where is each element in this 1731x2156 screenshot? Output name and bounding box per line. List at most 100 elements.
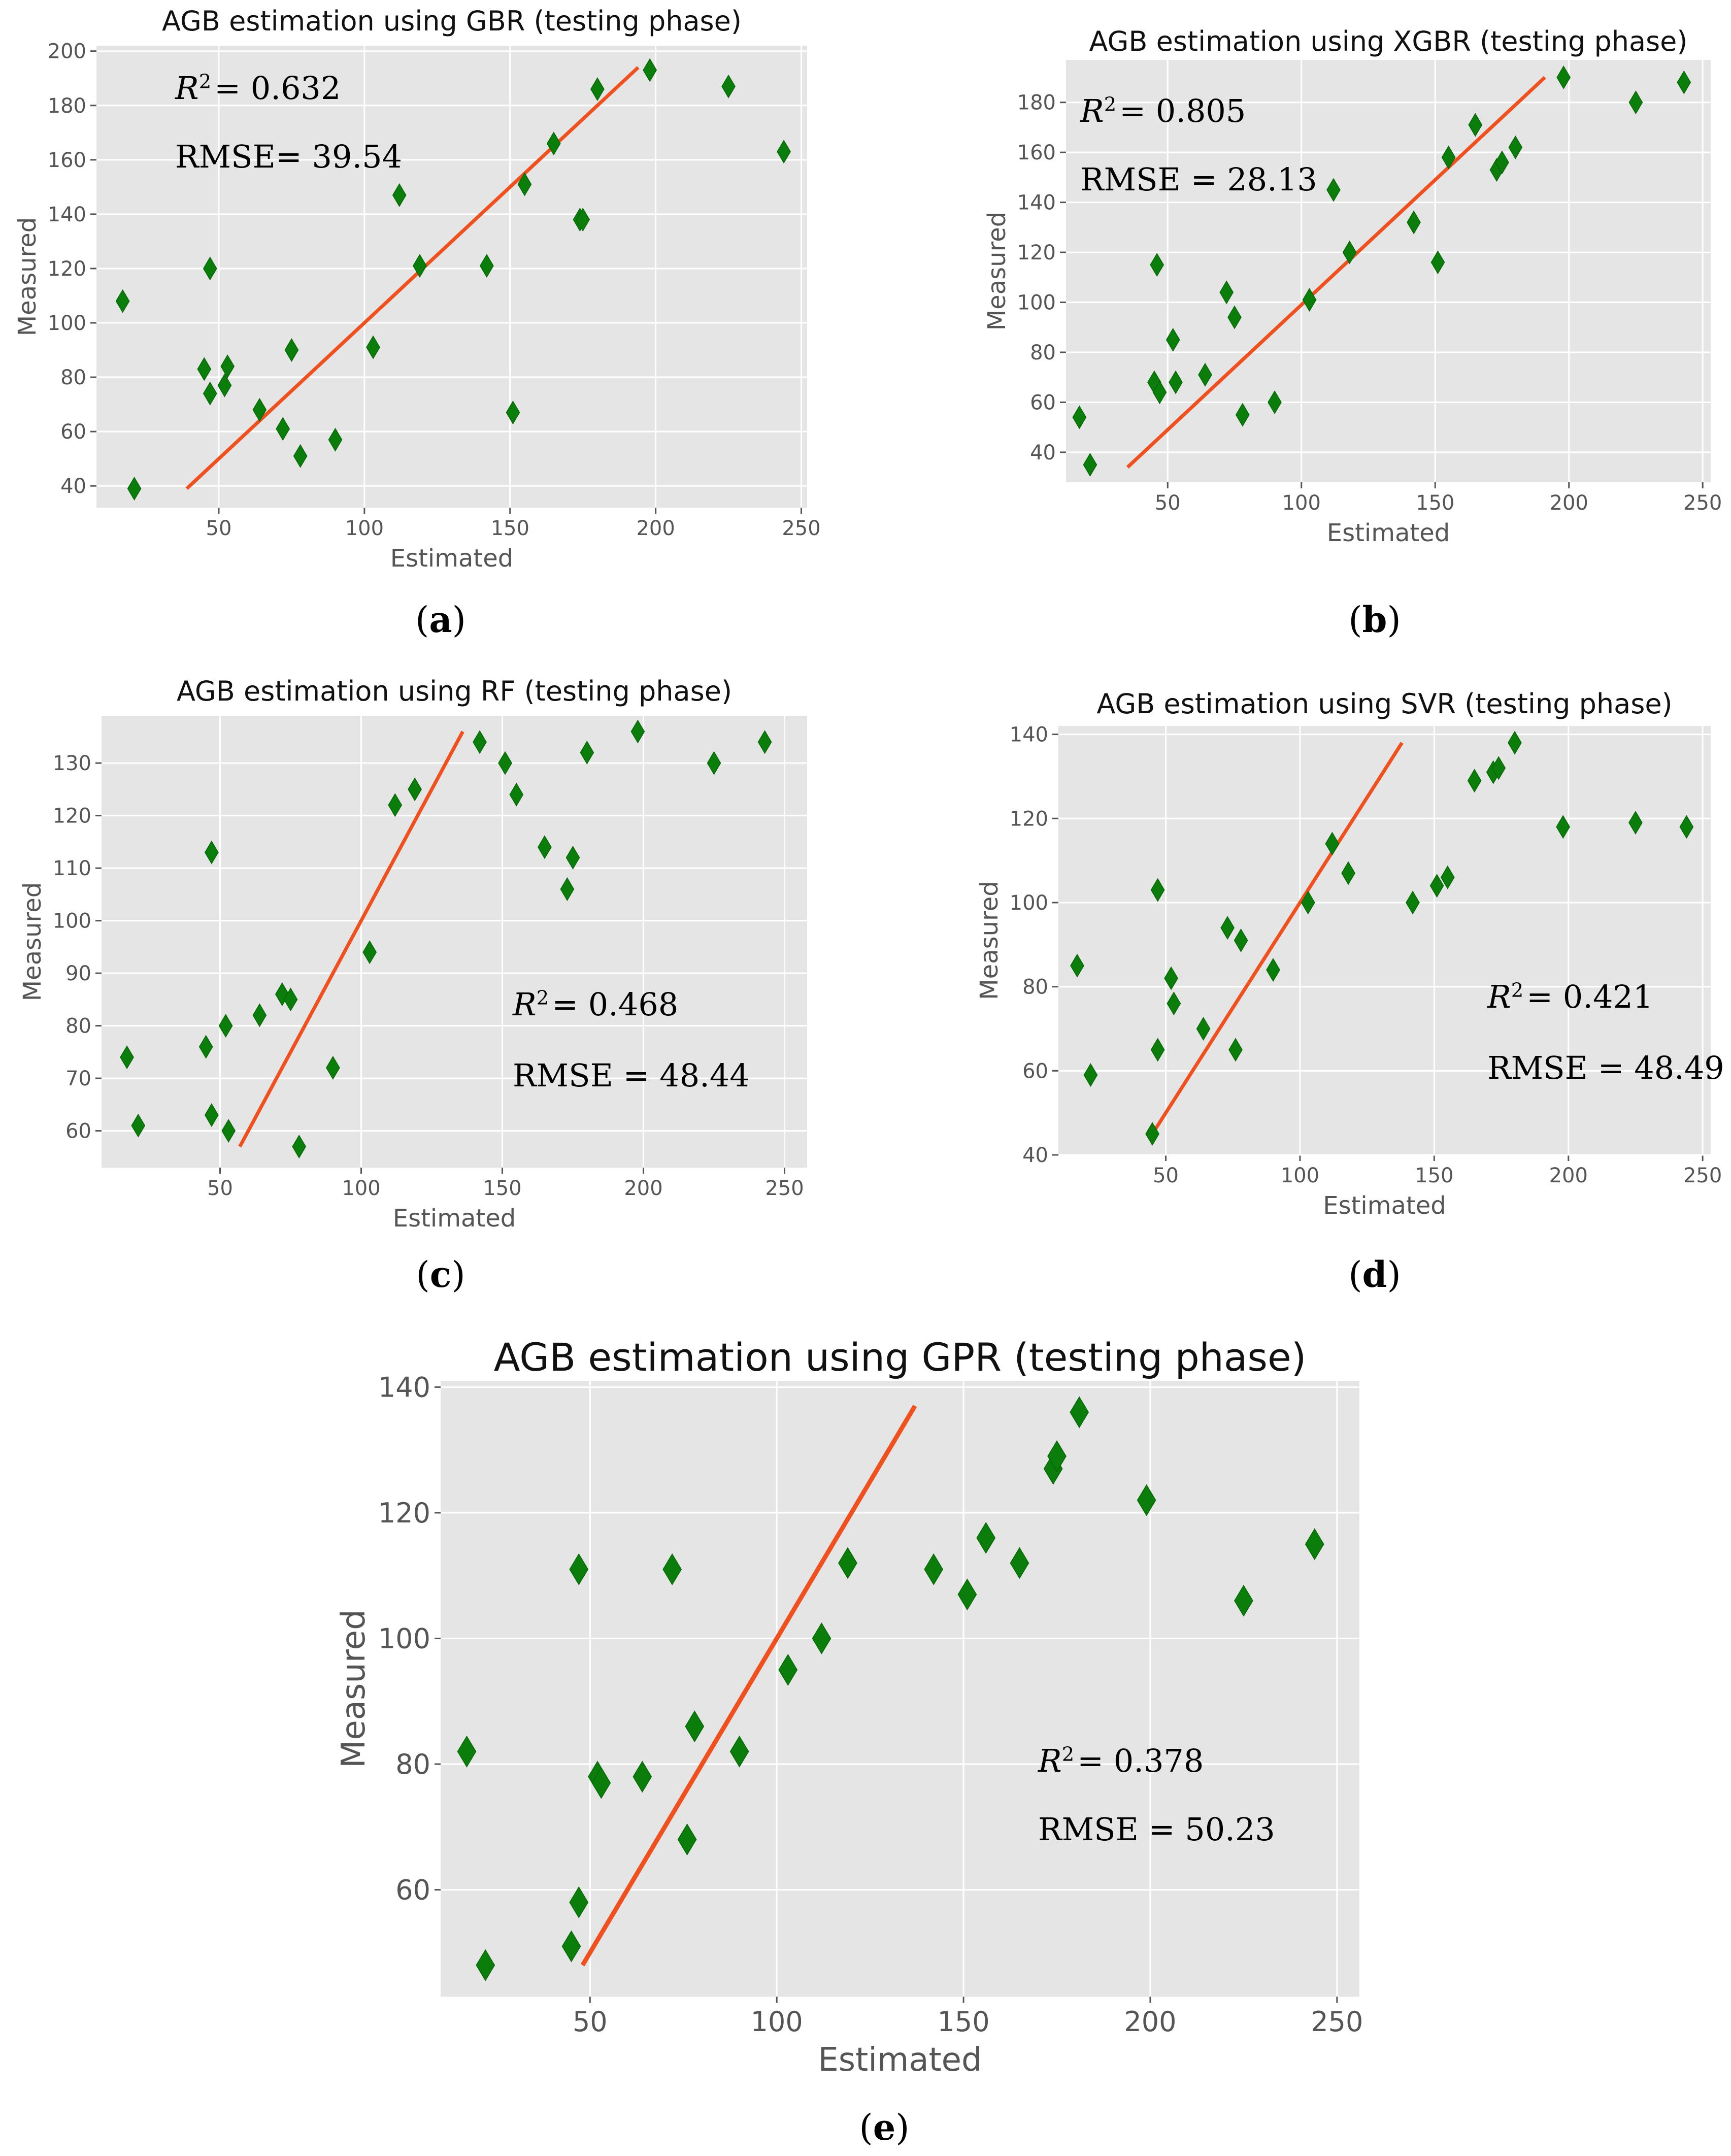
data-point [131,1113,146,1138]
data-point [198,1035,213,1059]
y-tick-label: 100 [48,312,86,335]
data-point [252,1003,267,1027]
data-point [777,140,791,164]
y-tick-label: 130 [53,752,91,775]
rmse-annotation: RMSE = 48.44 [513,1057,750,1094]
data-point [1150,1038,1165,1062]
y-axis-label: Measured [335,1609,373,1768]
r2-superscript: 2 [537,986,549,1009]
subfigure-letter: a [429,599,452,641]
x-tick-label: 150 [491,517,529,540]
y-tick-label: 80 [1030,341,1056,364]
data-point [1628,811,1643,835]
data-point [1508,135,1523,159]
chart-title: AGB estimation using GPR (testing phase) [494,1335,1307,1380]
data-point [1628,90,1643,115]
data-point [1556,65,1571,89]
subfigure-label: (e) [859,2106,909,2148]
x-tick-label: 100 [751,2006,803,2038]
x-axis-label: Estimated [818,2041,982,2079]
data-point [812,1622,831,1654]
paren-close: ) [452,599,466,641]
data-point [473,730,487,754]
fit-line [580,1405,917,1967]
data-point [127,477,142,501]
data-point [778,1653,798,1686]
y-tick-label: 80 [395,1748,430,1780]
data-point [293,444,308,468]
y-tick-label: 180 [48,94,86,118]
chart-title: AGB estimation using XGBR (testing phase… [1089,25,1688,57]
r2-symbol: R [1487,978,1511,1015]
r2-annotation: R2= 0.805 [1080,92,1246,129]
x-tick-label: 150 [1415,1164,1453,1187]
y-tick-label: 160 [1017,141,1056,164]
data-point [677,1823,697,1856]
data-point [685,1710,705,1743]
data-point [292,1135,307,1159]
y-tick-label: 140 [1010,723,1048,747]
data-point [284,338,299,362]
x-tick-label: 250 [782,517,820,540]
x-tick-label: 100 [345,517,384,540]
y-tick-label: 200 [48,40,86,63]
data-point [1495,150,1509,175]
data-point [569,1886,589,1918]
x-tick-label: 150 [1416,491,1454,515]
y-tick-label: 60 [1022,1059,1048,1083]
data-point [630,719,645,744]
data-point [1467,769,1482,793]
data-point [1220,916,1235,940]
r2-superscript: 2 [1104,93,1116,116]
rmse-annotation: RMSE = 28.13 [1080,161,1317,198]
paren-close: ) [895,2107,909,2148]
y-tick-label: 80 [1022,976,1048,999]
y-tick-label: 120 [48,257,86,281]
y-tick-label: 80 [60,366,86,389]
data-point [413,254,427,278]
data-point [729,1735,749,1768]
data-point [1268,390,1282,414]
paren-open: ( [859,2107,873,2148]
chart-title: AGB estimation using RF (testing phase) [177,675,732,707]
data-point [120,1045,134,1070]
rmse-annotation: RMSE = 48.49 [1487,1049,1724,1086]
data-point [757,730,772,754]
paren-close: ) [451,1254,465,1296]
data-point [1440,865,1455,889]
y-tick-label: 140 [1017,191,1056,215]
y-tick-label: 120 [1010,807,1048,831]
data-point [1227,305,1242,329]
data-point [1491,756,1506,780]
data-point [217,373,232,397]
data-point [1406,890,1420,915]
data-point [366,335,380,359]
data-point [1234,1584,1253,1617]
data-point [1679,815,1694,839]
data-point [1677,70,1691,94]
y-axis-label: Measured [13,217,42,336]
fit-line [185,66,640,490]
subfigure-letter: e [873,2106,896,2148]
data-point [561,1930,581,1963]
y-tick-label: 100 [1010,891,1048,915]
subfigure-letter: c [430,1253,452,1296]
data-point [1325,832,1340,856]
data-point [560,877,575,901]
subfigure-label: (d) [1348,1253,1401,1296]
y-tick-label: 100 [53,910,91,933]
paren-open: ( [1348,1254,1362,1296]
data-point [203,381,217,406]
y-tick-label: 40 [1022,1144,1048,1167]
data-point [283,987,298,1012]
r2-symbol: R [1038,1742,1062,1779]
data-point [1169,370,1183,394]
data-point [1072,405,1087,429]
r2-symbol: R [175,70,199,107]
x-tick-label: 250 [1683,1164,1722,1187]
paren-open: ( [415,599,429,641]
data-point [1167,991,1181,1016]
r2-annotation: R2= 0.421 [1487,978,1653,1015]
data-point [1302,288,1317,312]
data-point [1152,380,1167,405]
